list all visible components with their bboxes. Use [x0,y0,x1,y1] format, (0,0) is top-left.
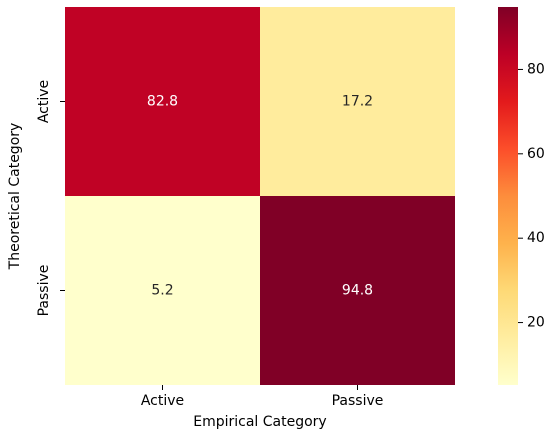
cell-label: 94.8 [342,283,373,299]
cell-label: 82.8 [147,94,178,110]
x-axis-label: Empirical Category [193,414,326,430]
cell-label: 17.2 [342,94,373,110]
heatmap-cell [65,7,260,196]
colorbar-tick-label: 80 [527,61,545,77]
heatmap-cell [260,196,455,385]
y-tick-label: Passive [36,265,52,317]
colorbar [498,7,518,385]
heatmap-cell [260,7,455,196]
cell-label: 5.2 [151,283,173,299]
y-tick-label: Active [36,80,52,123]
heatmap-cell [65,196,260,385]
x-tick-label: Passive [332,393,384,409]
y-axis-label: Theoretical Category [7,123,23,271]
colorbar-tick-label: 40 [527,230,545,246]
x-tick-label: Active [141,393,184,409]
colorbar-tick-label: 60 [527,146,545,162]
colorbar-tick-label: 20 [527,315,545,331]
